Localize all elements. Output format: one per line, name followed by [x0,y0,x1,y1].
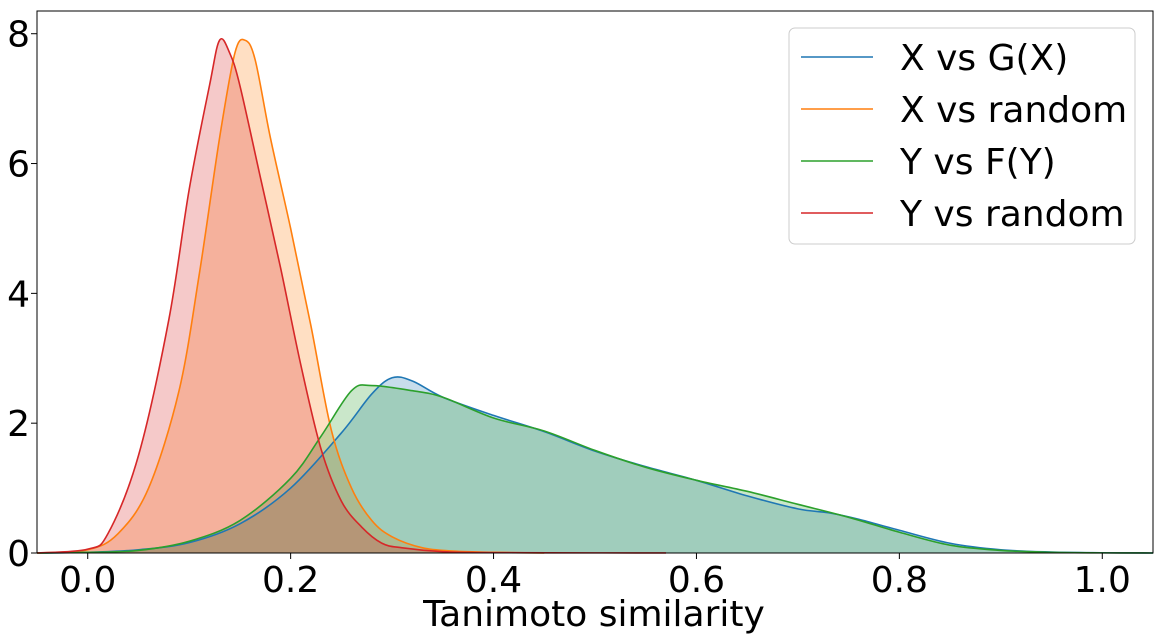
x-tick-label: 0.6 [668,560,725,601]
legend-label: Y vs F(Y) [899,142,1056,183]
series-fill-2 [37,384,1153,553]
y-tick-label: 0 [7,534,30,575]
series-fill-3 [37,38,667,553]
density-fills [37,38,1153,554]
series-line-3 [36,38,667,554]
legend-label: X vs G(X) [900,38,1068,79]
legend-label: Y vs random [899,194,1125,235]
legend: X vs G(X) X vs random Y vs F(Y) Y vs random [788,27,1136,245]
series-fill-1 [37,39,545,554]
x-tick-label: 1.0 [1074,560,1131,601]
y-tick-label: 8 [7,15,30,56]
series-line-1 [36,38,545,554]
x-tick-label: 0.0 [59,560,116,601]
plot-frame [36,10,1154,554]
y-tick-label: 4 [7,274,30,315]
x-axis-title: Tanimoto similarity [422,594,765,635]
y-tick-label: 2 [7,404,30,445]
y-tick-label: 6 [7,145,30,186]
series-line-0 [36,376,1154,554]
x-tick-label: 0.4 [465,560,522,601]
x-axis: 0.0 0.2 0.4 0.6 0.8 1.0 [59,553,1131,601]
x-tick-label: 0.2 [262,560,319,601]
series-fill-0 [37,376,1153,553]
x-tick-label: 0.8 [871,560,928,601]
y-axis: 0 2 4 6 8 [7,15,37,575]
density-lines [36,38,1154,554]
legend-frame [788,27,1136,245]
legend-label: X vs random [900,90,1127,131]
series-line-2 [36,384,1154,554]
